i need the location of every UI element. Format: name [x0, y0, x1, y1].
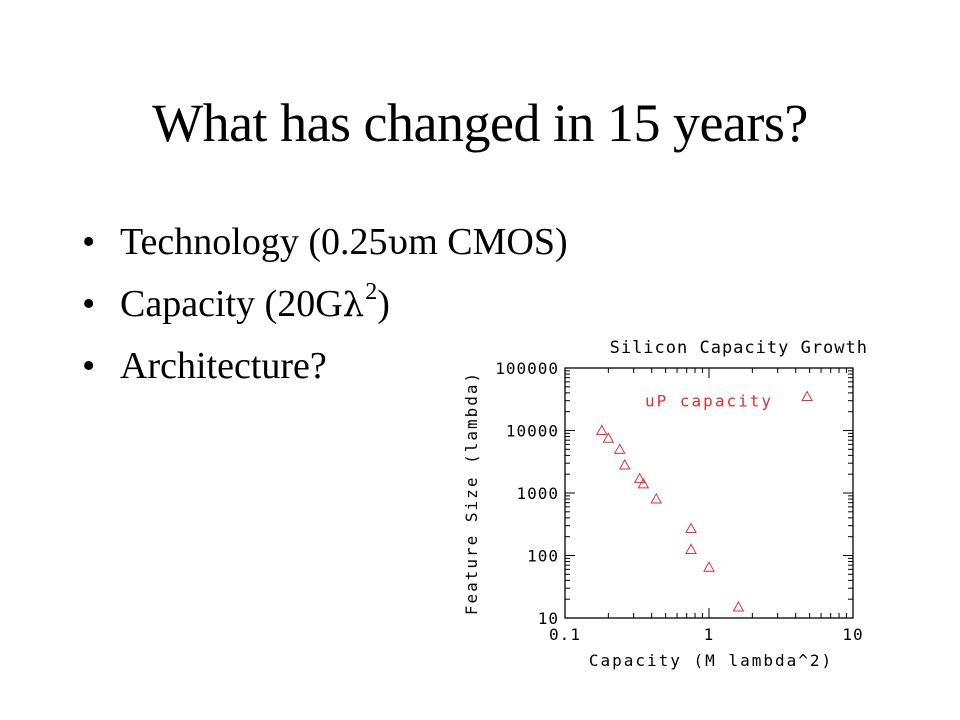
bullet-text-tail: ): [377, 283, 390, 325]
chart-xlabel: Capacity (M lambda^2): [589, 651, 833, 670]
data-point-triangle: [618, 459, 631, 470]
micro-symbol: υ: [387, 223, 409, 263]
chart-tick-marks: [564, 367, 854, 619]
y-tick-label: 10: [538, 609, 559, 628]
y-tick-label: 10000: [506, 422, 559, 441]
data-point-triangle: [595, 424, 608, 435]
bullet-icon: •: [82, 345, 96, 387]
x-tick-label: 10: [842, 625, 863, 644]
data-point-triangle: [703, 561, 715, 572]
data-point-triangle: [732, 600, 745, 612]
data-point-triangle: [801, 390, 813, 401]
bullet-text: Architecture?: [120, 345, 327, 387]
data-point-triangle: [633, 472, 646, 484]
chart-data-points: [595, 390, 813, 612]
x-tick-label: 1: [704, 625, 715, 644]
data-point-triangle: [685, 543, 697, 554]
data-point-triangle: [602, 432, 615, 443]
silicon-capacity-chart: Silicon Capacity Growth Feature Size (la…: [462, 338, 868, 670]
bullet-list: • Technology (0.25υm CMOS) • Capacity (2…: [82, 216, 568, 402]
bullet-text: Capacity (20G: [120, 283, 343, 325]
bullet-text-tail: m CMOS): [408, 221, 568, 263]
y-tick-label: 100: [527, 547, 559, 566]
lambda-symbol: λ: [342, 285, 365, 325]
chart-ylabel: Feature Size (lambda): [462, 371, 481, 615]
data-point-triangle: [613, 443, 626, 454]
chart-title: Silicon Capacity Growth: [610, 338, 868, 358]
bullet-text: Technology (0.25: [120, 221, 388, 263]
chart-tick-labels: 0.1 1 10 10 100 1000 10000 100000: [495, 359, 863, 644]
bullet-icon: •: [82, 221, 96, 263]
data-point-triangle: [637, 477, 650, 489]
chart-annotation-up-capacity: uP capacity: [645, 392, 773, 411]
x-tick-label: 0.1: [549, 625, 581, 644]
bullet-item-technology: • Technology (0.25υm CMOS): [82, 216, 568, 278]
y-tick-label: 100000: [495, 359, 559, 378]
bullet-item-architecture: • Architecture?: [82, 340, 568, 402]
bullet-item-capacity: • Capacity (20Gλ2): [82, 278, 568, 340]
y-tick-label: 1000: [516, 484, 559, 503]
data-point-triangle: [650, 493, 663, 504]
bullet-icon: •: [82, 283, 96, 325]
slide-title: What has changed in 15 years?: [152, 93, 808, 153]
data-point-triangle: [685, 522, 697, 534]
superscript-exponent: 2: [365, 279, 378, 305]
